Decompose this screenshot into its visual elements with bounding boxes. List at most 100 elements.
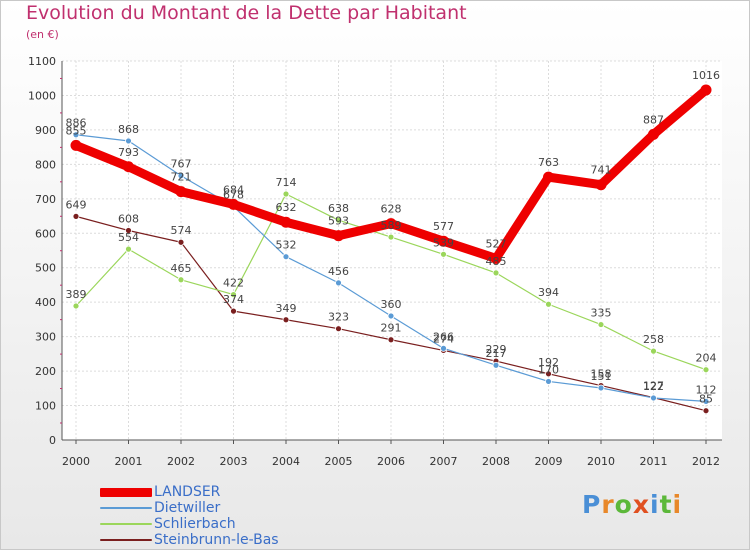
data-label: 394 [538, 286, 559, 299]
data-label: 374 [223, 293, 244, 306]
data-label: 389 [66, 288, 87, 301]
data-label: 532 [276, 239, 297, 252]
data-point [335, 216, 342, 224]
brand-letter: o [614, 490, 633, 519]
brand-letter: x [632, 490, 650, 519]
data-label: 456 [328, 265, 349, 278]
data-point [335, 325, 342, 333]
data-label: 485 [486, 255, 507, 268]
data-point [72, 131, 80, 139]
data-point [125, 137, 132, 145]
data-point [387, 233, 395, 241]
data-label: 855 [66, 124, 87, 137]
y-tick-label: 400 [35, 296, 56, 309]
data-point [597, 384, 605, 392]
legend-swatch [100, 539, 152, 541]
data-label: 229 [486, 343, 507, 356]
data-label: 714 [276, 176, 297, 189]
data-label: 151 [591, 370, 612, 383]
data-label: 577 [433, 220, 454, 233]
legend-label: LANDSER [154, 484, 221, 500]
data-point [125, 245, 132, 253]
legend-swatch [100, 487, 152, 497]
legend-swatch [100, 523, 152, 525]
y-tick-label: 600 [35, 227, 56, 240]
brand-logo: Proxiti [582, 490, 682, 519]
data-label: 684 [223, 183, 244, 196]
data-label: 335 [591, 307, 612, 320]
data-point [385, 218, 397, 230]
data-point [543, 171, 554, 183]
legend-item: Steinbrunn-le-Bas [100, 532, 360, 548]
x-tick-label: 2010 [587, 455, 615, 468]
data-label: 217 [486, 347, 507, 360]
data-label: 574 [171, 224, 192, 237]
data-point [702, 407, 710, 415]
data-label: 122 [643, 380, 664, 393]
x-tick-label: 2002 [167, 455, 195, 468]
data-label: 527 [486, 237, 507, 250]
data-label: 589 [381, 219, 402, 232]
x-tick-label: 2001 [115, 455, 143, 468]
data-label: 422 [223, 277, 244, 290]
legend-item: Dietwiller [100, 500, 360, 516]
y-tick-label: 500 [35, 262, 56, 275]
data-point [333, 230, 344, 242]
data-label: 767 [171, 158, 192, 171]
legend-label: Dietwiller [154, 500, 221, 516]
data-label: 1016 [692, 69, 720, 82]
data-label: 632 [276, 201, 297, 214]
legend-label: Steinbrunn-le-Bas [154, 532, 279, 548]
y-tick-label: 700 [35, 193, 56, 206]
data-label: 85 [699, 393, 713, 406]
data-point [387, 336, 395, 344]
data-label: 360 [381, 298, 402, 311]
legend-item: LANDSER [100, 484, 360, 500]
data-point [700, 84, 712, 96]
data-label: 886 [66, 117, 87, 130]
legend-item: Schlierbach [100, 516, 360, 532]
x-tick-label: 2007 [430, 455, 458, 468]
data-label: 170 [538, 363, 559, 376]
data-point [72, 302, 80, 310]
data-point [282, 253, 290, 261]
data-point [597, 321, 605, 328]
x-tick-label: 2003 [220, 455, 248, 468]
y-tick-label: 200 [35, 365, 56, 378]
data-label: 608 [118, 213, 139, 226]
data-point [440, 250, 447, 258]
data-point [702, 398, 710, 405]
data-point [177, 238, 185, 246]
data-point [125, 227, 132, 234]
brand-letter: t [659, 490, 673, 519]
data-label: 539 [433, 236, 454, 249]
data-label: 266 [433, 330, 454, 343]
x-tick-label: 2000 [62, 455, 90, 468]
data-point [228, 198, 239, 210]
data-label: 127 [643, 380, 664, 393]
data-point [175, 186, 187, 198]
data-label: 793 [118, 146, 139, 159]
data-point [545, 300, 552, 308]
data-point [492, 269, 500, 277]
data-label: 741 [591, 164, 612, 177]
data-point [280, 216, 292, 228]
data-point [545, 378, 552, 385]
data-label: 678 [223, 188, 244, 201]
data-label: 323 [328, 311, 349, 324]
data-point [650, 394, 657, 402]
x-tick-label: 2004 [272, 455, 300, 468]
x-tick-label: 2006 [377, 455, 405, 468]
y-tick-label: 1100 [28, 55, 56, 68]
y-tick-label: 0 [49, 434, 56, 447]
data-point [595, 179, 607, 191]
data-label: 887 [643, 113, 664, 126]
x-tick-label: 2009 [535, 455, 563, 468]
brand-letter: r [601, 490, 615, 519]
x-tick-label: 2011 [640, 455, 668, 468]
data-point [490, 252, 502, 264]
brand-letter: P [582, 490, 602, 519]
brand-letter: i [672, 490, 683, 519]
brand-letter: i [650, 490, 660, 519]
